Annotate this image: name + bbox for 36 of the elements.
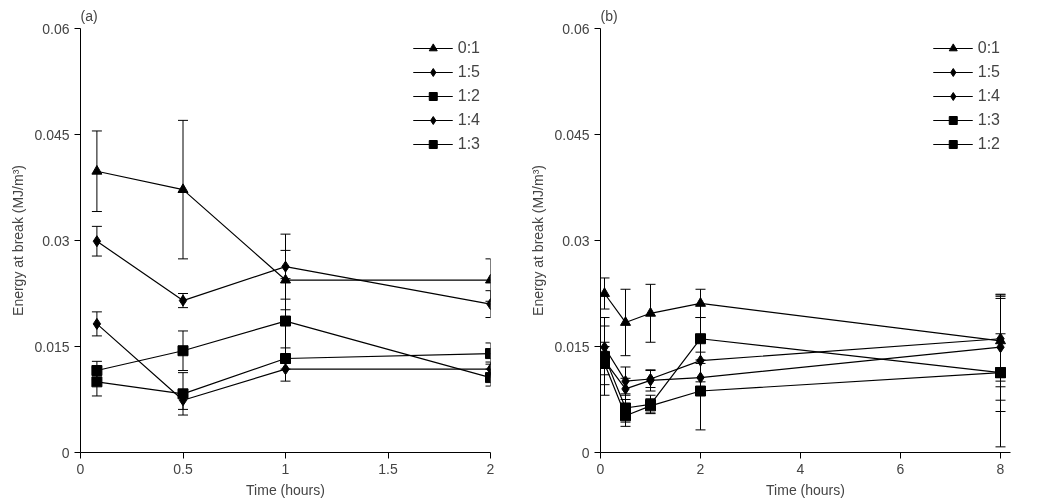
y-tick-label: 0: [61, 444, 70, 461]
x-tick-label: 1.5: [378, 460, 398, 477]
y-tick-label: 0.03: [562, 232, 590, 249]
chart-title: (b): [600, 7, 618, 24]
y-tick-label: 0.03: [42, 232, 70, 249]
x-tick-label: 0: [76, 460, 85, 477]
y-tick-label: 0.015: [554, 338, 590, 355]
y-tick-label: 0.06: [562, 20, 590, 37]
x-tick-label: 0.5: [173, 460, 193, 477]
y-tick-label: 0: [581, 444, 590, 461]
y-tick-label: 0.06: [42, 20, 70, 37]
legend-label: 1:5: [977, 63, 1000, 81]
x-tick-label: 4: [796, 460, 805, 477]
x-tick-label: 2: [486, 460, 495, 477]
y-tick-label: 0.045: [554, 126, 590, 143]
x-tick-label: 8: [996, 460, 1005, 477]
chart-title: (a): [80, 7, 98, 24]
x-tick-label: 1: [281, 460, 290, 477]
legend-label: 1:2: [977, 135, 1000, 153]
x-tick-label: 0: [596, 460, 605, 477]
y-tick-label: 0.045: [34, 126, 70, 143]
x-axis-title: Time (hours): [766, 481, 845, 498]
x-axis-title: Time (hours): [246, 481, 325, 498]
legend-label: 0:1: [977, 39, 1000, 57]
legend-label: 1:5: [457, 63, 480, 81]
legend-label: 1:4: [457, 111, 480, 129]
y-axis-title: Energy at break (MJ/m³): [530, 165, 547, 316]
legend-label: 1:3: [457, 135, 480, 153]
legend-label: 0:1: [457, 39, 480, 57]
y-tick-label: 0.015: [34, 338, 70, 355]
legend-label: 1:4: [977, 87, 1000, 105]
y-axis-title: Energy at break (MJ/m³): [10, 165, 27, 316]
legend-label: 1:3: [977, 111, 1000, 129]
legend-label: 1:2: [457, 87, 480, 105]
x-tick-label: 2: [696, 460, 705, 477]
x-tick-label: 6: [896, 460, 905, 477]
